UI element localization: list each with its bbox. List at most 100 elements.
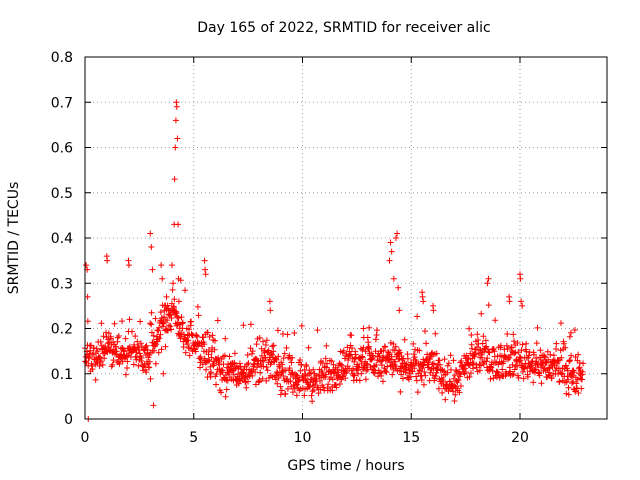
data-point [249,372,256,379]
data-point [281,350,288,357]
data-point [158,262,165,269]
data-point [136,350,143,357]
data-point [222,393,229,400]
data-point [509,371,516,378]
data-point [537,347,544,354]
data-point [179,319,186,326]
data-point [567,329,574,336]
data-point [115,333,122,340]
data-point [532,366,539,373]
data-point [159,320,166,327]
data-point [378,372,385,379]
data-point [104,257,111,264]
y-tick-labels: 0 0.1 0.2 0.3 0.4 0.5 0.6 0.7 0.8 [51,50,73,428]
data-point [366,324,373,331]
data-point [247,321,254,328]
data-point [158,346,165,353]
data-point [523,340,530,347]
data-point [351,372,358,379]
data-point [248,350,255,357]
data-point [194,303,201,310]
data-point [422,328,429,335]
data-point [565,384,572,391]
data-point [164,327,171,334]
data-point [238,375,245,382]
data-point [240,369,247,376]
data-point [122,371,129,378]
data-point [147,375,154,382]
data-point [259,375,266,382]
data-point [452,366,459,373]
data-point [409,368,416,375]
data-point [97,354,104,361]
data-point [249,348,256,355]
data-point [130,361,137,368]
data-point [323,342,330,349]
data-point [279,368,286,375]
data-point [433,369,440,376]
data-point [487,375,494,382]
data-point [229,368,236,375]
data-point [171,304,178,311]
data-point [279,331,286,338]
data-point [328,358,335,365]
data-point [202,266,209,273]
data-point [226,353,233,360]
data-point [358,370,365,377]
data-point [111,320,118,327]
data-point [268,351,275,358]
data-point [562,362,569,369]
data-point [477,362,484,369]
data-point [529,358,536,365]
data-point [289,389,296,396]
data-point [184,341,191,348]
data-point [162,302,169,309]
data-point [145,354,152,361]
data-point [171,296,178,303]
data-point [192,348,199,355]
data-point [524,365,531,372]
data-point [154,336,161,343]
data-point [175,298,182,305]
data-point [269,343,276,350]
data-point [282,390,289,397]
data-point [151,347,158,354]
data-point [314,327,321,334]
data-point [442,396,449,403]
data-point [429,361,436,368]
data-point [558,320,565,327]
data-point [333,384,340,391]
data-point [137,340,144,347]
data-point [418,377,425,384]
y-tick-label: 0.8 [51,50,73,66]
data-point [267,307,274,314]
data-point [504,346,511,353]
data-point [319,369,326,376]
data-points [82,99,587,422]
data-point [380,347,387,354]
data-point [395,284,402,291]
data-point [562,344,569,351]
data-point [172,117,179,124]
data-point [167,323,174,330]
data-point [506,298,513,305]
y-tick-label: 0.4 [51,231,73,247]
data-point [533,358,540,365]
data-point [451,372,458,379]
data-point [322,355,329,362]
data-point [548,374,555,381]
data-point [260,363,267,370]
data-point [435,385,442,392]
data-point [175,275,182,282]
x-tick-label: 0 [81,430,90,446]
data-point [84,293,91,300]
data-point [270,342,277,349]
data-point [489,367,496,374]
data-point [410,351,417,358]
data-point [399,375,406,382]
data-point [175,315,182,322]
data-point [159,275,166,282]
data-point [494,369,501,376]
data-point [97,338,104,345]
data-point [264,367,271,374]
